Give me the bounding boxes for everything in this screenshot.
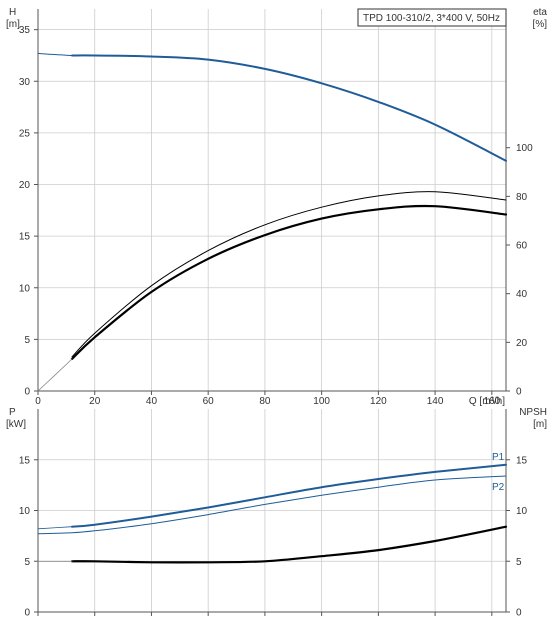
series-line [71,54,507,162]
y-right-tick-label: 0 [516,608,522,619]
y-left-axis-unit: [m] [6,19,20,30]
y-left-axis-label: P [9,407,16,418]
y-left-tick-label: 0 [24,608,30,619]
y-left-tick-label: 20 [19,180,31,191]
series-line [70,525,508,564]
x-tick-label: 140 [427,396,444,407]
pump-label: TPD 100-310/2, 3*400 V, 50Hz [363,13,500,24]
x-tick-label: 100 [313,396,330,407]
x-tick-label: 20 [89,396,101,407]
y-right-tick-label: 0 [516,387,522,398]
y-left-tick-label: 25 [19,128,31,139]
series-line [37,52,73,56]
power-npsh-panel: 0 5 10 15 0 5 10 15 P[kW] NPSH[m] P1 P2 [6,407,547,619]
x-tick-label: 0 [35,396,41,407]
y-left-tick-label: 15 [19,232,31,243]
series-line [71,191,507,358]
y-right-tick-label: 100 [516,143,533,154]
series-line [37,475,507,535]
y-right-tick-label: 10 [516,506,528,517]
pump-label-box [357,8,507,27]
series-line [70,204,508,361]
y-right-tick-label: 80 [516,192,528,203]
y-left-tick-label: 10 [19,283,31,294]
y-left-tick-label: 35 [19,25,31,36]
y-left-tick-label: 5 [24,557,30,568]
head-efficiency-panel: 0 20 40 60 80 100 120 140 160 0 5 10 15 20 25 30 35 0 20 40… [6,7,547,407]
y-left-axis-label: H [9,7,16,18]
y-left-tick-label: 10 [19,506,31,517]
series-label: P1 [492,452,505,463]
y-left-tick-label: 30 [19,77,31,88]
series-label: P2 [492,482,505,493]
y-right-axis-unit: [%] [533,19,548,30]
x-tick-label: 160 [483,396,500,407]
x-tick-label: 40 [146,396,158,407]
y-left-axis-unit: [kW] [6,419,26,430]
x-tick-label: 60 [203,396,215,407]
x-axis-label: Q [m³/h] [469,396,505,407]
y-right-axis-label: eta [533,7,547,18]
series-line [71,463,507,528]
y-left-tick-label: 5 [24,335,30,346]
x-tick-label: 80 [259,396,271,407]
series-line [37,358,73,392]
y-right-tick-label: 60 [516,241,528,252]
y-right-axis-unit: [m] [533,419,547,430]
y-right-tick-label: 20 [516,338,528,349]
y-left-tick-label: 0 [24,387,30,398]
series-line [37,526,73,530]
y-left-tick-label: 15 [19,455,31,466]
y-right-tick-label: 15 [516,455,528,466]
x-tick-label: 120 [370,396,387,407]
y-right-axis-label: NPSH [519,407,547,418]
y-right-tick-label: 5 [516,557,522,568]
y-right-tick-label: 40 [516,289,528,300]
